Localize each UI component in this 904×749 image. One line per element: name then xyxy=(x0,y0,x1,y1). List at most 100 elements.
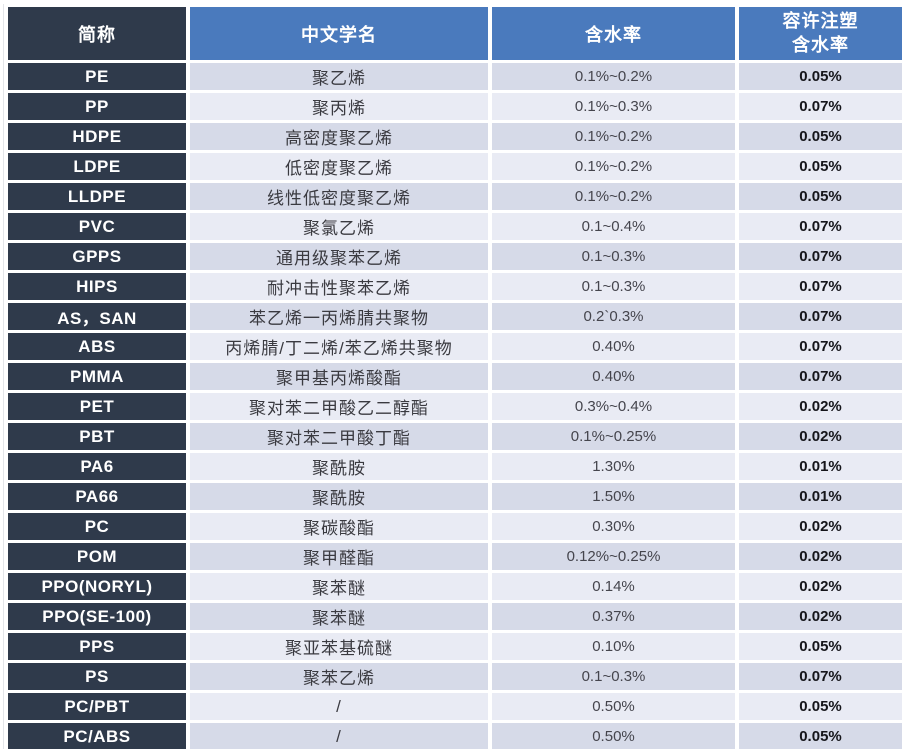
abbreviation-cell: PS xyxy=(8,663,186,690)
table-row: HIPS 耐冲击性聚苯乙烯 0.1~0.3% 0.07% xyxy=(8,273,902,300)
table-row: GPPS 通用级聚苯乙烯 0.1~0.3% 0.07% xyxy=(8,243,902,270)
chinese-name-cell: 耐冲击性聚苯乙烯 xyxy=(190,273,488,300)
allowed-moisture-cell: 0.01% xyxy=(739,483,902,510)
moisture-cell: 0.10% xyxy=(492,633,735,660)
chinese-name-cell: / xyxy=(190,723,488,749)
table-row: PE 聚乙烯 0.1%~0.2% 0.05% xyxy=(8,63,902,90)
table-row: PMMA 聚甲基丙烯酸酯 0.40% 0.07% xyxy=(8,363,902,390)
allowed-moisture-cell: 0.07% xyxy=(739,303,902,330)
abbreviation-cell: PVC xyxy=(8,213,186,240)
chinese-name-cell: 丙烯腈/丁二烯/苯乙烯共聚物 xyxy=(190,333,488,360)
moisture-cell: 0.1%~0.3% xyxy=(492,93,735,120)
moisture-cell: 0.14% xyxy=(492,573,735,600)
table-row: PVC 聚氯乙烯 0.1~0.4% 0.07% xyxy=(8,213,902,240)
moisture-cell: 0.2`0.3% xyxy=(492,303,735,330)
moisture-cell: 0.50% xyxy=(492,723,735,749)
abbreviation-cell: PET xyxy=(8,393,186,420)
chinese-name-cell: / xyxy=(190,693,488,720)
abbreviation-cell: GPPS xyxy=(8,243,186,270)
table-header: 简称 中文学名 含水率 容许注塑 含水率 xyxy=(8,7,902,60)
allowed-moisture-cell: 0.05% xyxy=(739,723,902,749)
abbreviation-cell: POM xyxy=(8,543,186,570)
abbreviation-cell: PMMA xyxy=(8,363,186,390)
abbreviation-cell: PPO(SE-100) xyxy=(8,603,186,630)
table-row: PET 聚对苯二甲酸乙二醇酯 0.3%~0.4% 0.02% xyxy=(8,393,902,420)
moisture-cell: 1.50% xyxy=(492,483,735,510)
abbreviation-cell: PC/PBT xyxy=(8,693,186,720)
abbreviation-cell: PE xyxy=(8,63,186,90)
table-body: PE 聚乙烯 0.1%~0.2% 0.05% PP 聚丙烯 0.1%~0.3% … xyxy=(8,63,902,749)
table-row: PBT 聚对苯二甲酸丁酯 0.1%~0.25% 0.02% xyxy=(8,423,902,450)
header-chinese-name: 中文学名 xyxy=(190,7,488,60)
chinese-name-cell: 聚亚苯基硫醚 xyxy=(190,633,488,660)
moisture-cell: 0.40% xyxy=(492,363,735,390)
moisture-cell: 0.1%~0.25% xyxy=(492,423,735,450)
table-row: PC/PBT / 0.50% 0.05% xyxy=(8,693,902,720)
allowed-moisture-cell: 0.07% xyxy=(739,273,902,300)
allowed-moisture-cell: 0.02% xyxy=(739,543,902,570)
table-row: PP 聚丙烯 0.1%~0.3% 0.07% xyxy=(8,93,902,120)
allowed-moisture-cell: 0.05% xyxy=(739,183,902,210)
header-abbreviation: 简称 xyxy=(8,7,186,60)
allowed-moisture-cell: 0.05% xyxy=(739,63,902,90)
table-row: PC/ABS / 0.50% 0.05% xyxy=(8,723,902,749)
moisture-cell: 0.12%~0.25% xyxy=(492,543,735,570)
abbreviation-cell: PA6 xyxy=(8,453,186,480)
abbreviation-cell: PC xyxy=(8,513,186,540)
chinese-name-cell: 聚苯醚 xyxy=(190,603,488,630)
moisture-cell: 1.30% xyxy=(492,453,735,480)
allowed-moisture-cell: 0.02% xyxy=(739,393,902,420)
allowed-moisture-cell: 0.02% xyxy=(739,603,902,630)
chinese-name-cell: 聚甲基丙烯酸酯 xyxy=(190,363,488,390)
moisture-cell: 0.1~0.3% xyxy=(492,663,735,690)
allowed-moisture-cell: 0.07% xyxy=(739,363,902,390)
table-row: PA6 聚酰胺 1.30% 0.01% xyxy=(8,453,902,480)
abbreviation-cell: PPO(NORYL) xyxy=(8,573,186,600)
header-row: 简称 中文学名 含水率 容许注塑 含水率 xyxy=(8,7,902,60)
chinese-name-cell: 苯乙烯一丙烯腈共聚物 xyxy=(190,303,488,330)
abbreviation-cell: PP xyxy=(8,93,186,120)
allowed-moisture-cell: 0.07% xyxy=(739,213,902,240)
moisture-cell: 0.1%~0.2% xyxy=(492,63,735,90)
abbreviation-cell: HIPS xyxy=(8,273,186,300)
moisture-cell: 0.37% xyxy=(492,603,735,630)
chinese-name-cell: 聚氯乙烯 xyxy=(190,213,488,240)
allowed-moisture-cell: 0.02% xyxy=(739,573,902,600)
moisture-cell: 0.1~0.3% xyxy=(492,273,735,300)
moisture-cell: 0.1%~0.2% xyxy=(492,123,735,150)
table-row: PPO(SE-100) 聚苯醚 0.37% 0.02% xyxy=(8,603,902,630)
header-allowed-moisture: 容许注塑 含水率 xyxy=(739,7,902,60)
chinese-name-cell: 聚苯乙烯 xyxy=(190,663,488,690)
moisture-cell: 0.1%~0.2% xyxy=(492,183,735,210)
table-row: PC 聚碳酸酯 0.30% 0.02% xyxy=(8,513,902,540)
chinese-name-cell: 聚乙烯 xyxy=(190,63,488,90)
chinese-name-cell: 高密度聚乙烯 xyxy=(190,123,488,150)
allowed-moisture-cell: 0.05% xyxy=(739,123,902,150)
chinese-name-cell: 聚对苯二甲酸丁酯 xyxy=(190,423,488,450)
moisture-cell: 0.1%~0.2% xyxy=(492,153,735,180)
header-moisture: 含水率 xyxy=(492,7,735,60)
moisture-cell: 0.1~0.3% xyxy=(492,243,735,270)
chinese-name-cell: 聚酰胺 xyxy=(190,453,488,480)
table-row: POM 聚甲醛酯 0.12%~0.25% 0.02% xyxy=(8,543,902,570)
allowed-moisture-cell: 0.07% xyxy=(739,243,902,270)
abbreviation-cell: LLDPE xyxy=(8,183,186,210)
moisture-cell: 0.1~0.4% xyxy=(492,213,735,240)
header-allowed-line1: 容许注塑 xyxy=(782,11,859,32)
allowed-moisture-cell: 0.07% xyxy=(739,93,902,120)
allowed-moisture-cell: 0.05% xyxy=(739,633,902,660)
chinese-name-cell: 低密度聚乙烯 xyxy=(190,153,488,180)
chinese-name-cell: 聚对苯二甲酸乙二醇酯 xyxy=(190,393,488,420)
table-row: ABS 丙烯腈/丁二烯/苯乙烯共聚物 0.40% 0.07% xyxy=(8,333,902,360)
allowed-moisture-cell: 0.02% xyxy=(739,513,902,540)
allowed-moisture-cell: 0.07% xyxy=(739,333,902,360)
abbreviation-cell: LDPE xyxy=(8,153,186,180)
chinese-name-cell: 线性低密度聚乙烯 xyxy=(190,183,488,210)
allowed-moisture-cell: 0.05% xyxy=(739,153,902,180)
abbreviation-cell: HDPE xyxy=(8,123,186,150)
table-row: LLDPE 线性低密度聚乙烯 0.1%~0.2% 0.05% xyxy=(8,183,902,210)
table-row: PPS 聚亚苯基硫醚 0.10% 0.05% xyxy=(8,633,902,660)
chinese-name-cell: 聚丙烯 xyxy=(190,93,488,120)
allowed-moisture-cell: 0.01% xyxy=(739,453,902,480)
abbreviation-cell: PA66 xyxy=(8,483,186,510)
